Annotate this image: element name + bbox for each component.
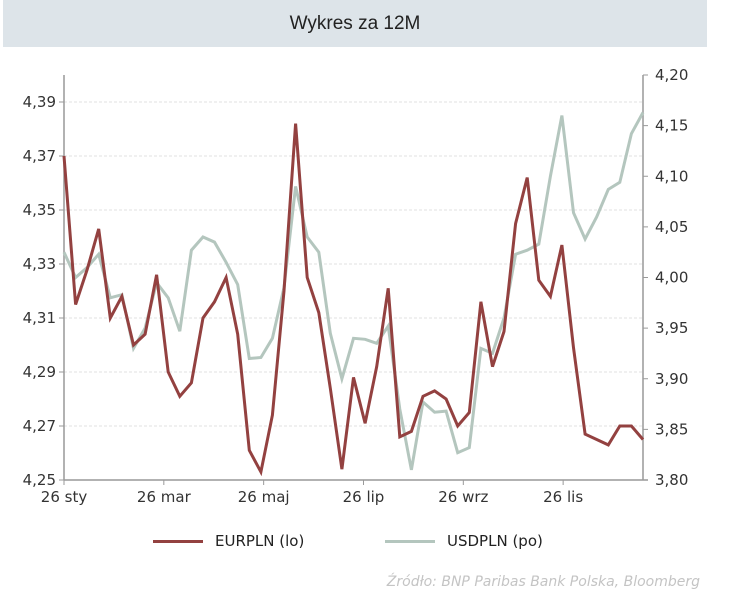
x-tick-label: 26 sty — [41, 488, 88, 506]
x-tick-label: 26 maj — [238, 488, 290, 506]
y-left-tick-label: 4,33 — [23, 255, 56, 273]
legend-label-eurpln: EURPLN (lo) — [215, 532, 305, 550]
y-right-tick-label: 3,85 — [655, 420, 688, 438]
y-left-tick-label: 4,25 — [23, 471, 56, 489]
x-tick-label: 26 lis — [543, 488, 583, 506]
series-line-usdpln — [62, 111, 645, 471]
legend-item-usdpln: USDPLN (po) — [385, 532, 543, 550]
legend-item-eurpln: EURPLN (lo) — [153, 532, 304, 550]
y-left-tick-label: 4,35 — [23, 201, 56, 219]
legend-label-usdpln: USDPLN (po) — [447, 532, 543, 550]
chart-title-bar: Wykres za 12M — [3, 0, 707, 47]
series-line-eurpln — [62, 123, 645, 477]
y-right-tick-label: 4,00 — [655, 269, 688, 287]
y-right-tick-label: 3,80 — [655, 471, 688, 489]
y-left-tick-label: 4,31 — [23, 309, 56, 327]
x-tick-label: 26 mar — [137, 488, 192, 506]
x-tick-label: 26 lip — [343, 488, 385, 506]
y-left-tick-label: 4,37 — [23, 147, 56, 165]
y-right-tick-label: 3,90 — [655, 370, 688, 388]
y-right-tick-label: 4,05 — [655, 218, 688, 236]
legend-swatch-usdpln — [385, 539, 435, 543]
source-note: Źródło: BNP Paribas Bank Polska, Bloombe… — [386, 574, 700, 590]
y-left-tick-label: 4,29 — [23, 363, 56, 381]
y-right-tick-label: 3,95 — [655, 319, 688, 337]
x-tick-label: 26 wrz — [438, 488, 488, 506]
chart-title: Wykres za 12M — [289, 12, 421, 34]
y-right-tick-label: 4,20 — [655, 66, 688, 84]
y-right-tick-label: 4,10 — [655, 167, 688, 185]
legend-swatch-eurpln — [153, 539, 203, 543]
y-left-tick-label: 4,39 — [23, 93, 56, 111]
y-left-tick-label: 4,27 — [23, 417, 56, 435]
y-right-tick-label: 4,15 — [655, 117, 688, 135]
